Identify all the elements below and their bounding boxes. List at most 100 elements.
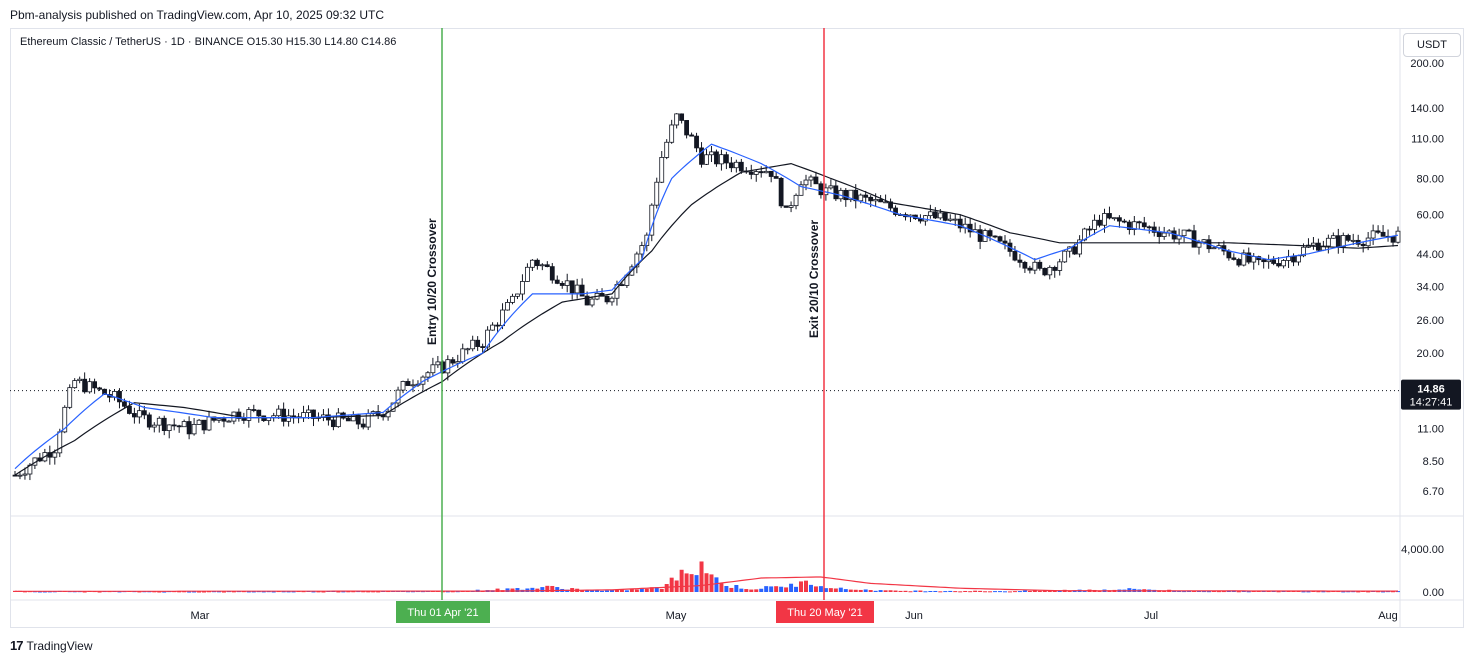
candle-body xyxy=(534,259,540,267)
volume-bar xyxy=(291,591,296,593)
volume-bar xyxy=(555,587,560,592)
candle-body xyxy=(1131,221,1137,230)
volume-bar xyxy=(1182,591,1187,593)
candle-body xyxy=(868,196,874,202)
candle-body xyxy=(1161,232,1167,237)
volume-bar xyxy=(709,574,714,592)
volume-bar xyxy=(928,591,933,593)
volume-bar xyxy=(202,591,207,593)
candle-body xyxy=(619,284,625,286)
volume-bar xyxy=(197,591,202,593)
volume-bar xyxy=(1236,591,1241,593)
candle-body xyxy=(753,171,759,175)
volume-bar xyxy=(1022,590,1027,592)
candle-body xyxy=(445,359,451,374)
candle-body xyxy=(156,417,162,426)
candle-body xyxy=(261,415,267,421)
candle-body xyxy=(1042,267,1048,276)
entry-annotation: Entry 10/20 Crossover xyxy=(425,218,439,345)
volume-bar xyxy=(510,588,515,592)
candle-body xyxy=(549,266,555,281)
candle-body xyxy=(52,452,58,458)
candle-body xyxy=(803,179,809,186)
candle-body xyxy=(221,418,227,422)
candle-body xyxy=(977,229,983,242)
volume-bar xyxy=(918,590,923,592)
candle-body xyxy=(639,245,645,255)
candle-body xyxy=(1325,237,1331,247)
chart-frame xyxy=(10,28,1464,628)
candle-body xyxy=(758,171,764,174)
candle-body xyxy=(211,416,217,421)
volume-axis-tick: 0.00 xyxy=(1423,587,1444,599)
price-axis-tick: 26.00 xyxy=(1416,315,1444,327)
candle-body xyxy=(863,194,869,198)
candle-body xyxy=(878,199,884,203)
volume-bar xyxy=(838,587,843,592)
volume-bar xyxy=(774,586,779,592)
candle-body xyxy=(216,418,222,421)
candle-body xyxy=(1261,259,1267,263)
candle-body xyxy=(1335,235,1341,248)
volume-bar xyxy=(664,584,669,592)
candle-body xyxy=(465,348,471,351)
candle-body xyxy=(997,236,1003,242)
candle-body xyxy=(410,384,416,387)
tradingview-logo[interactable]: 17 TradingView xyxy=(10,638,93,653)
candle-body xyxy=(634,253,640,268)
current-price-badge xyxy=(1401,379,1461,410)
price-axis-tick: 44.00 xyxy=(1416,249,1444,261)
volume-bar xyxy=(1047,590,1052,592)
candle-body xyxy=(181,421,187,428)
volume-bar xyxy=(177,591,182,593)
candle-body xyxy=(1002,240,1008,244)
symbol-info-line[interactable]: Ethereum Classic / TetherUS · 1D · BINAN… xyxy=(20,36,397,48)
volume-bar xyxy=(157,591,162,593)
volume-bar xyxy=(978,590,983,592)
candle-body xyxy=(1271,259,1277,264)
candle-body xyxy=(505,302,510,311)
price-axis-tick: 34.00 xyxy=(1416,281,1444,293)
candle-body xyxy=(1311,242,1316,246)
candles-group xyxy=(12,113,1401,481)
current-price-value: 14.86 xyxy=(1417,384,1445,396)
volume-bar xyxy=(495,588,500,592)
candle-body xyxy=(579,284,585,297)
candle-body xyxy=(1241,252,1247,266)
candle-body xyxy=(1375,230,1381,233)
candle-body xyxy=(455,361,461,364)
candle-body xyxy=(345,417,351,422)
volume-bar xyxy=(1356,591,1361,593)
candle-body xyxy=(176,425,182,428)
candle-body xyxy=(738,161,744,172)
candle-body xyxy=(723,154,729,164)
candle-body xyxy=(843,189,849,201)
volume-bar xyxy=(600,590,605,592)
candle-body xyxy=(719,154,724,165)
candle-body xyxy=(241,418,247,421)
candle-body xyxy=(922,215,928,222)
volume-bar xyxy=(1341,591,1346,593)
volume-bar xyxy=(963,590,968,592)
volume-bar xyxy=(316,591,321,593)
candle-body xyxy=(1211,247,1217,250)
volume-bar xyxy=(1017,591,1022,593)
candle-body xyxy=(848,189,854,201)
candle-body xyxy=(1251,256,1257,263)
candle-body xyxy=(122,401,127,407)
candle-body xyxy=(1027,267,1033,271)
candle-body xyxy=(733,161,739,169)
candle-body xyxy=(146,414,152,428)
candle-body xyxy=(17,474,23,477)
volume-bar xyxy=(1321,591,1326,593)
currency-button[interactable]: USDT xyxy=(1403,33,1461,57)
price-axis-tick: 60.00 xyxy=(1416,210,1444,222)
publisher-caption: Pbm-analysis published on TradingView.co… xyxy=(10,8,384,22)
candle-body xyxy=(798,184,804,196)
candle-body xyxy=(92,381,97,389)
candle-body xyxy=(873,199,879,202)
candle-body xyxy=(1281,260,1286,267)
candle-body xyxy=(1360,243,1366,247)
price-axis-tick: 8.50 xyxy=(1423,456,1444,468)
